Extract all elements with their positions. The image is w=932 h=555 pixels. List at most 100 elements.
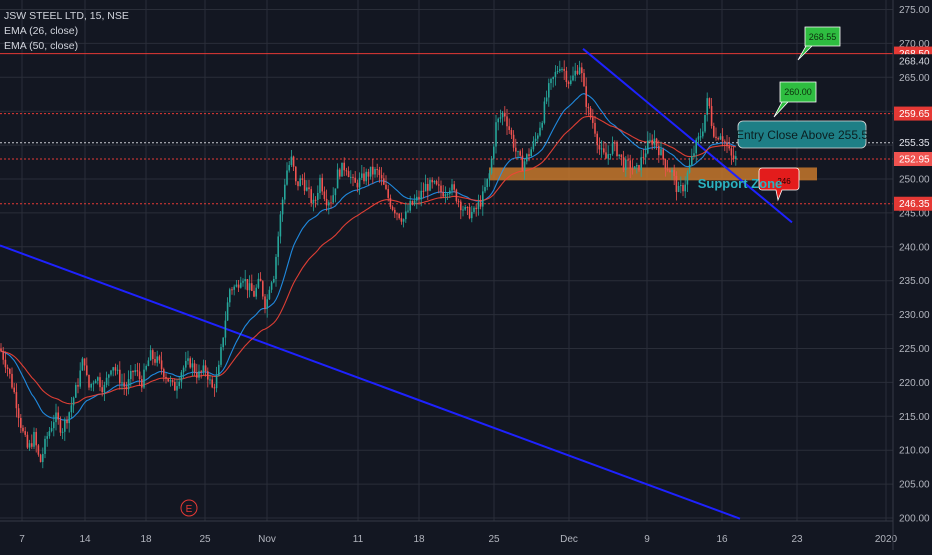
candle-body bbox=[440, 185, 442, 193]
candle-body bbox=[262, 281, 264, 297]
candle-body bbox=[416, 196, 418, 201]
candle-body bbox=[431, 179, 433, 183]
candle-body bbox=[429, 179, 431, 191]
candle-body bbox=[108, 374, 110, 378]
candle-body bbox=[622, 157, 625, 171]
target-callout-260[interactable] bbox=[773, 81, 817, 118]
candle-body bbox=[167, 378, 169, 382]
candle-body bbox=[275, 256, 277, 279]
candle-body bbox=[193, 363, 196, 373]
candle-body bbox=[312, 199, 315, 204]
candle-body bbox=[222, 337, 224, 348]
x-tick-label: 18 bbox=[413, 534, 425, 545]
candle-body bbox=[97, 377, 99, 381]
candle-body bbox=[31, 443, 33, 447]
stop-callout[interactable] bbox=[758, 167, 800, 202]
stop-callout-text: 246 bbox=[777, 177, 791, 186]
candle-body bbox=[462, 209, 464, 211]
price-label-bg bbox=[894, 196, 932, 211]
ema50-line[interactable] bbox=[0, 115, 736, 405]
candle-body bbox=[609, 153, 612, 155]
candle-body bbox=[526, 154, 528, 162]
candle-body bbox=[79, 370, 81, 387]
candle-body bbox=[281, 199, 284, 215]
candle-body bbox=[352, 176, 354, 178]
candle-body bbox=[693, 153, 695, 157]
candle-body bbox=[123, 382, 125, 387]
candle-body bbox=[288, 165, 290, 171]
ema26-legend[interactable]: EMA (26, close) bbox=[4, 25, 79, 37]
x-tick-label: 23 bbox=[791, 534, 803, 545]
candle-body bbox=[145, 366, 147, 370]
candle-body bbox=[479, 202, 482, 207]
candle-body bbox=[515, 147, 517, 152]
candle-body bbox=[684, 184, 686, 192]
symbol-title[interactable]: JSW STEEL LTD, 15, NSE bbox=[4, 10, 129, 22]
candle-body bbox=[644, 153, 647, 158]
candle-body bbox=[455, 189, 458, 202]
candle-body bbox=[391, 206, 394, 210]
candle-body bbox=[451, 184, 453, 191]
candle-body bbox=[347, 171, 350, 178]
candle-body bbox=[495, 122, 497, 147]
candle-body bbox=[655, 138, 658, 146]
candle-body bbox=[453, 184, 455, 190]
candle-body bbox=[380, 175, 383, 179]
candle-body bbox=[548, 83, 550, 98]
candle-body bbox=[708, 98, 711, 107]
y-tick-label: 200.00 bbox=[899, 514, 930, 525]
candle-body bbox=[383, 178, 385, 185]
candle-body bbox=[633, 166, 636, 170]
entry-note-text: Entry Close Above 255.5 bbox=[736, 128, 868, 142]
candle-body bbox=[92, 383, 95, 385]
candle-body bbox=[561, 68, 563, 70]
candle-body bbox=[350, 176, 352, 178]
candle-body bbox=[248, 283, 251, 291]
candle-body bbox=[677, 186, 680, 192]
candle-body bbox=[389, 197, 392, 207]
x-tick-label: 11 bbox=[353, 534, 364, 545]
candle-body bbox=[77, 385, 79, 387]
earnings-marker-icon[interactable] bbox=[180, 499, 198, 517]
candle-body bbox=[90, 383, 92, 388]
price-label: 259.65 bbox=[899, 109, 930, 120]
candle-body bbox=[367, 171, 370, 177]
candle-body bbox=[523, 161, 526, 171]
candle-body bbox=[376, 169, 378, 171]
candle-body bbox=[666, 168, 669, 171]
candle-body bbox=[200, 371, 202, 373]
candle-body bbox=[231, 289, 233, 291]
trend-line[interactable] bbox=[0, 244, 741, 520]
candle-body bbox=[552, 76, 554, 80]
candle-body bbox=[653, 138, 656, 145]
candle-body bbox=[675, 175, 678, 192]
candle-body bbox=[413, 200, 416, 205]
candle-body bbox=[57, 412, 59, 420]
candle-body bbox=[664, 159, 667, 169]
candle-body bbox=[691, 156, 693, 165]
candle-body bbox=[605, 152, 607, 159]
candle-body bbox=[112, 367, 114, 371]
candle-body bbox=[185, 360, 187, 368]
candle-body bbox=[218, 364, 220, 376]
candle-body bbox=[132, 370, 134, 373]
entry-note-box[interactable] bbox=[737, 120, 867, 149]
candle-body bbox=[160, 360, 163, 370]
candle-body bbox=[244, 279, 246, 282]
candle-body bbox=[13, 387, 15, 393]
candle-body bbox=[44, 438, 46, 454]
target-callout-268[interactable] bbox=[797, 26, 841, 61]
candle-body bbox=[563, 68, 565, 71]
candle-body bbox=[730, 148, 733, 156]
candle-body bbox=[543, 101, 546, 123]
ema50-legend[interactable]: EMA (50, close) bbox=[4, 40, 79, 52]
trend-line[interactable] bbox=[582, 48, 793, 224]
target-callout-268-text: 268.55 bbox=[809, 32, 837, 42]
candle-body bbox=[539, 127, 541, 136]
candle-body bbox=[449, 190, 451, 194]
candle-body bbox=[471, 211, 473, 219]
support-zone-rect[interactable] bbox=[489, 167, 817, 181]
candle-body bbox=[611, 142, 614, 154]
